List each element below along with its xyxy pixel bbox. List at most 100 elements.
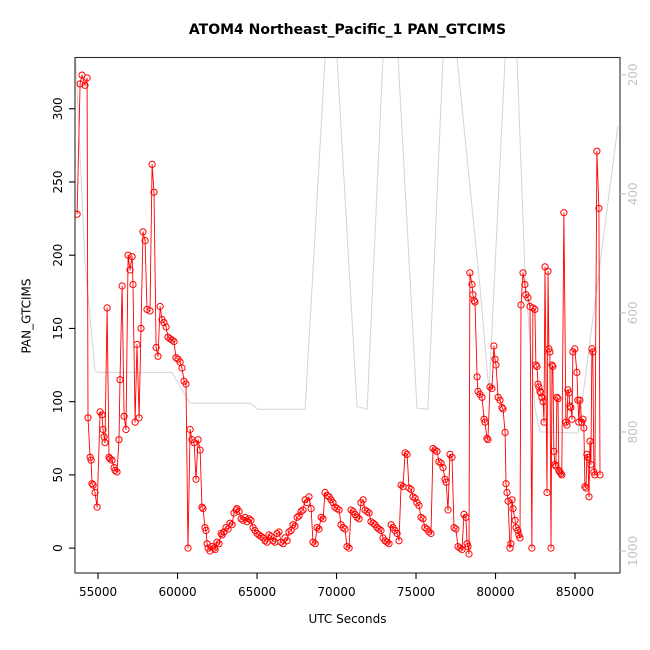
y-left-axis-tick-label: 300 xyxy=(51,97,65,120)
data-point-marker xyxy=(199,505,207,513)
data-point-marker xyxy=(93,503,101,511)
data-point-marker xyxy=(265,531,273,539)
data-point-marker xyxy=(463,540,471,548)
data-point-marker xyxy=(573,368,581,376)
data-point-marker xyxy=(468,280,476,289)
data-point-marker xyxy=(383,538,391,546)
data-point-marker xyxy=(192,475,200,483)
data-point-marker xyxy=(444,506,452,514)
data-point-marker xyxy=(543,488,551,497)
data-point-marker xyxy=(442,478,450,486)
data-point-marker xyxy=(450,524,458,532)
y-right-axis-tick-label: 200 xyxy=(626,63,640,86)
data-point-marker xyxy=(405,484,413,492)
data-point-marker xyxy=(571,345,579,353)
data-point-marker xyxy=(499,405,507,413)
data-point-marker xyxy=(118,282,126,290)
data-point-marker xyxy=(285,528,293,536)
data-point-marker xyxy=(514,526,522,535)
data-point-marker xyxy=(162,323,170,331)
data-point-marker xyxy=(480,415,488,423)
data-point-marker xyxy=(347,506,355,514)
data-point-marker xyxy=(568,415,576,423)
data-point-marker xyxy=(519,269,527,277)
data-point-marker xyxy=(546,348,554,356)
series-line-PAN_GTCIMS xyxy=(76,74,601,555)
data-point-marker xyxy=(335,506,343,514)
y-left-axis-tick-label: 250 xyxy=(51,171,65,194)
data-point-marker xyxy=(458,546,466,554)
data-point-marker xyxy=(544,267,552,275)
data-point-marker xyxy=(534,380,542,388)
data-point-marker xyxy=(133,340,141,349)
chart-title: ATOM4 Northeast_Pacific_1 PAN_GTCIMS xyxy=(188,22,507,38)
data-point-marker xyxy=(589,348,597,356)
data-point-marker xyxy=(235,507,243,516)
data-point-marker xyxy=(473,373,481,381)
data-point-marker xyxy=(182,380,190,388)
y-left-axis-tick-label: 0 xyxy=(51,544,65,552)
data-point-marker xyxy=(75,210,81,218)
data-point-marker xyxy=(289,521,297,529)
data-point-marker xyxy=(131,418,139,426)
data-point-marker xyxy=(377,526,385,535)
data-point-marker xyxy=(549,362,557,371)
data-point-marker xyxy=(295,512,303,520)
data-point-marker xyxy=(393,529,401,538)
data-point-marker xyxy=(524,294,532,302)
series-pressure-trace xyxy=(75,57,619,434)
data-point-marker xyxy=(139,228,147,236)
data-point-marker xyxy=(582,484,590,492)
series-line-pressure-trace xyxy=(75,57,619,434)
y-right-axis-tick-label: 400 xyxy=(626,182,640,205)
data-point-marker xyxy=(369,519,377,527)
data-point-marker xyxy=(415,502,423,510)
data-point-marker xyxy=(333,505,341,513)
axis-tick-labels: 55000 60000 65000 70000 75000 80000 85000 0 50 10… xyxy=(51,63,640,599)
data-point-marker xyxy=(548,361,556,369)
data-point-marker xyxy=(309,538,317,546)
data-point-marker xyxy=(557,469,565,477)
data-point-marker xyxy=(146,307,154,315)
data-point-marker xyxy=(269,537,277,545)
data-point-marker xyxy=(299,506,307,514)
data-point-marker xyxy=(98,411,106,419)
data-point-marker xyxy=(421,524,429,532)
data-point-marker xyxy=(551,461,559,469)
data-point-marker xyxy=(564,386,572,394)
data-point-marker xyxy=(319,515,327,523)
data-point-marker xyxy=(353,513,361,521)
data-point-marker xyxy=(540,418,548,426)
data-point-marker xyxy=(323,491,331,499)
data-point-marker xyxy=(488,384,496,393)
data-point-marker xyxy=(345,544,353,552)
data-point-marker xyxy=(291,522,299,530)
data-point-marker xyxy=(481,418,489,426)
data-point-marker xyxy=(588,345,596,353)
data-point-marker xyxy=(509,505,517,513)
data-point-marker xyxy=(81,81,89,89)
x-axis-tick-label: 85000 xyxy=(556,585,594,599)
data-point-marker xyxy=(91,488,99,497)
data-point-marker xyxy=(184,544,192,552)
data-point-marker xyxy=(427,529,435,538)
data-point-marker xyxy=(595,204,603,212)
data-point-marker xyxy=(101,439,109,447)
data-point-marker xyxy=(89,481,97,489)
data-point-marker xyxy=(471,298,479,306)
data-point-marker xyxy=(313,524,321,532)
data-point-marker xyxy=(170,338,178,346)
data-point-marker xyxy=(401,449,409,457)
data-point-marker xyxy=(465,550,473,558)
data-point-marker xyxy=(553,393,561,401)
data-point-marker xyxy=(273,529,281,538)
data-point-marker xyxy=(587,461,595,469)
data-point-marker xyxy=(213,538,221,546)
data-point-marker xyxy=(516,534,524,542)
data-point-marker xyxy=(554,395,562,403)
data-point-marker xyxy=(531,305,539,313)
axis-ticks xyxy=(69,74,626,579)
data-point-marker xyxy=(532,361,540,369)
data-point-marker xyxy=(341,525,349,533)
